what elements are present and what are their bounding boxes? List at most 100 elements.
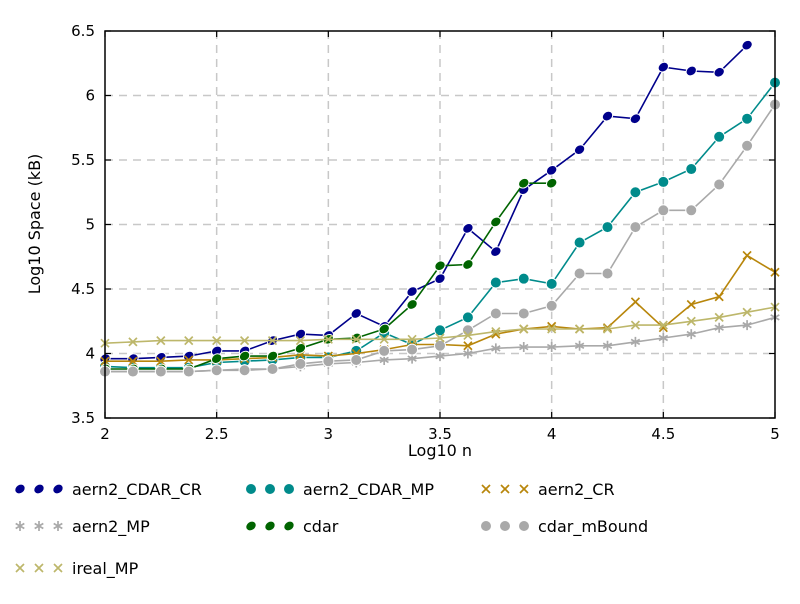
data-point [742,320,752,331]
data-point [15,563,25,573]
legend-item: ireal_MP [15,559,139,579]
data-point [686,329,696,340]
legend-label: aern2_MP [72,517,150,537]
data-point [742,307,752,317]
data-point [434,260,446,272]
data-point [685,163,698,176]
data-point [517,272,530,285]
data-point [685,65,697,77]
data-point [266,350,279,362]
legend: aern2_CDAR_CR aern2_CDAR_MP aern2_CR aern2_… [14,480,648,579]
data-point [184,355,194,365]
data-point [238,350,251,362]
data-point [156,335,166,346]
x-tick-label: 4 [547,425,557,443]
data-point [266,362,279,375]
data-point [407,334,417,344]
data-point [685,204,698,217]
data-point [500,484,510,494]
data-point [379,334,389,344]
data-point [573,236,586,249]
x-tick-label: 4.5 [651,425,675,443]
legend-label: aern2_CR [538,480,615,500]
data-point [602,340,613,351]
axes: Log10 n Log10 Space (kB) 2 2.5 3 3.5 4 4.5 5 3.… [25,22,780,460]
data-point [295,335,306,346]
data-point [519,324,529,334]
data-point [351,334,361,344]
data-point [658,320,668,330]
data-point [545,299,558,312]
data-point [741,39,753,51]
data-point [463,348,473,359]
legend-item: cdar_mBound [480,517,648,537]
data-point [545,164,558,176]
data-point [630,336,641,347]
data-point [463,341,473,351]
data-point [294,328,307,340]
y-tick-label: 4.5 [71,280,95,298]
data-point [406,286,418,297]
data-point [574,340,585,351]
legend-label: aern2_CDAR_CR [72,480,202,500]
legend-label: cdar [303,517,339,536]
series-line [105,44,748,360]
data-point [519,484,529,494]
data-point [294,357,307,370]
data-point [264,483,276,495]
data-point [602,323,613,333]
data-point [741,112,754,125]
data-point [462,223,474,234]
data-point [239,335,250,346]
data-point [518,177,530,189]
data-point [406,343,419,356]
legend-label: ireal_MP [72,559,139,579]
data-point [15,521,25,531]
data-point [434,324,446,337]
data-point [267,335,278,346]
data-point [629,113,642,125]
data-point [573,267,586,280]
data-point [350,332,362,344]
data-point [378,323,390,335]
data-point [601,110,614,122]
data-point [480,520,492,532]
data-point [499,520,511,532]
data-point [630,320,641,330]
y-tick-label: 6 [85,87,95,105]
data-point [490,246,502,257]
data-point [435,351,445,362]
legend-item: cdar [245,517,339,536]
data-point [741,139,754,152]
data-point [126,365,139,378]
y-tick-label: 5 [85,216,95,234]
legend-label: aern2_CDAR_MP [303,480,434,500]
data-point [264,520,276,532]
data-point [686,299,696,310]
x-tick-label: 3.5 [428,425,452,443]
x-tick-label: 5 [770,425,780,443]
legend-item: aern2_MP [15,517,150,537]
data-point [435,333,445,343]
data-point [657,175,670,188]
data-point [34,521,44,531]
data-point [713,66,725,78]
data-point [238,364,251,377]
data-point [547,324,557,334]
data-point [713,178,726,191]
y-tick-label: 6.5 [71,22,95,40]
data-point [182,365,195,378]
data-point [33,483,45,495]
data-point [518,520,530,532]
data-point [53,521,63,531]
data-point [546,342,557,353]
x-axis-label: Log10 n [408,441,472,460]
data-point [283,483,295,495]
data-point [52,483,64,495]
data-point [714,292,724,302]
x-tick-label: 2 [100,425,110,443]
y-tick-label: 4 [85,345,95,363]
y-tick-label: 5.5 [71,151,95,169]
legend-item: aern2_CDAR_MP [245,480,434,500]
